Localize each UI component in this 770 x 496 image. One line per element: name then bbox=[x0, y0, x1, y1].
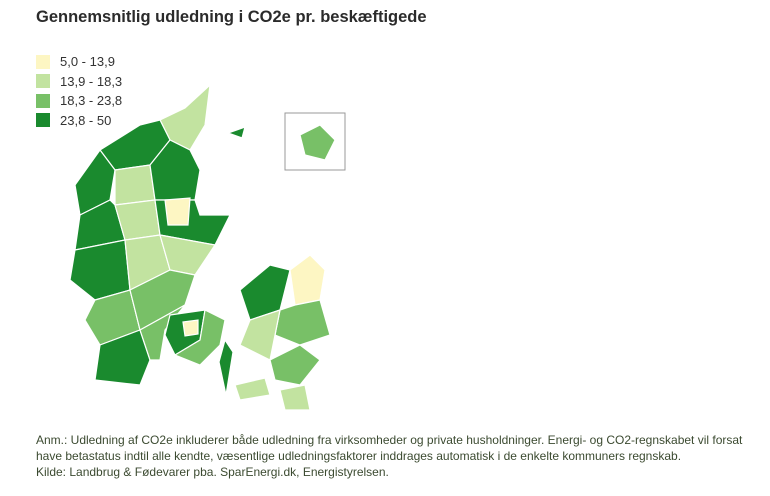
region bbox=[289, 254, 326, 306]
map bbox=[69, 83, 346, 411]
title: Gennemsnitlig udledning i CO2e pr. beskæ… bbox=[36, 8, 427, 26]
region bbox=[279, 384, 311, 411]
region bbox=[182, 319, 199, 337]
legend-label: 5,0 - 13,9 bbox=[60, 54, 115, 70]
legend-item: 18,3 - 23,8 bbox=[36, 91, 122, 111]
legend: 5,0 - 13,9 13,9 - 18,3 18,3 - 23,8 23,8 - 5… bbox=[36, 52, 122, 130]
region bbox=[74, 148, 116, 216]
note: Anm.: Udledning af CO2e inkluderer både … bbox=[36, 432, 760, 480]
legend-swatch bbox=[36, 93, 50, 108]
region bbox=[269, 344, 321, 386]
region bbox=[239, 264, 291, 321]
bornholm-inset-frame bbox=[284, 112, 346, 171]
note-text: Anm.: Udledning af CO2e inkluderer både … bbox=[36, 433, 743, 463]
region bbox=[164, 197, 191, 226]
source-text: Kilde: Landbrug & Fødevarer pba. SparEne… bbox=[36, 465, 389, 479]
legend-item: 23,8 - 50 bbox=[36, 111, 122, 131]
region bbox=[114, 164, 156, 206]
region bbox=[226, 126, 246, 139]
legend-swatch bbox=[36, 113, 50, 128]
legend-item: 5,0 - 13,9 bbox=[36, 52, 122, 72]
region bbox=[239, 309, 281, 361]
region bbox=[129, 269, 196, 331]
region bbox=[234, 377, 271, 401]
region bbox=[173, 309, 226, 366]
region bbox=[299, 124, 336, 161]
legend-swatch bbox=[36, 74, 50, 89]
legend-swatch bbox=[36, 54, 50, 69]
regions bbox=[69, 83, 336, 411]
region bbox=[69, 239, 131, 301]
legend-label: 13,9 - 18,3 bbox=[60, 73, 123, 89]
legend-item: 13,9 - 18,3 bbox=[36, 72, 122, 92]
region bbox=[94, 329, 151, 386]
region bbox=[274, 299, 331, 346]
legend-label: 18,3 - 23,8 bbox=[60, 93, 123, 109]
legend-label: 23,8 - 50 bbox=[60, 112, 112, 128]
region bbox=[218, 338, 234, 396]
